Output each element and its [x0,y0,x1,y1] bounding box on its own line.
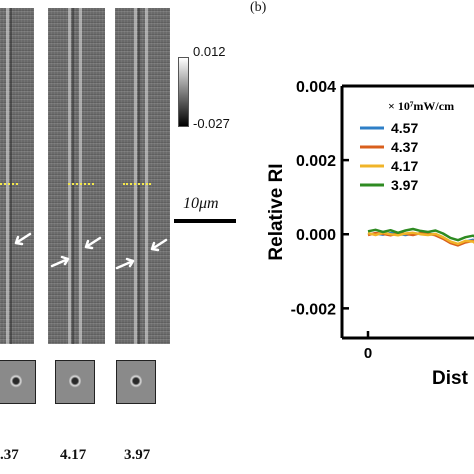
arrow-icon [115,257,135,270]
legend-entry: 4.57 [391,120,418,136]
relative-ri-chart: 0.004 0.002 0.000 -0.002 0 Relative RI Dist × 1… [266,79,474,389]
y-tick-label: 0.000 [296,227,336,244]
yellow-dotted-marker [68,183,94,185]
y-tick-label: -0.002 [291,301,336,318]
intensity-label: 3.97 [124,447,151,463]
waveguide-edge [72,8,74,344]
image-strip-1 [0,8,34,344]
image-strip-3 [115,8,170,344]
intensity-label: .37 [0,447,19,463]
cross-section-spot [10,374,22,388]
cross-section-thumbnail [0,360,36,404]
arrow-icon [14,232,32,246]
scale-bar [174,219,236,223]
strip-texture [115,8,170,344]
cross-section-thumbnail [116,360,156,404]
arrow-icon [50,255,70,268]
strip-texture [48,8,105,344]
image-strip-2 [48,8,105,344]
arrow-icon [84,236,102,250]
series-line-4.17 [367,231,474,246]
legend-entry: 4.37 [391,139,418,155]
waveguide-edge [10,8,12,344]
series-line-4.37 [367,231,474,247]
strip-texture [0,8,34,344]
y-tick-label: 0.002 [296,153,336,170]
x-tick-label: 0 [364,345,372,362]
cross-section-thumbnail [55,360,95,404]
y-axis-title: Relative RI [266,163,287,260]
y-tick-label: 0.004 [296,79,336,96]
yellow-dotted-marker [0,183,18,185]
yellow-dotted-marker [123,183,151,185]
cross-section-spot [69,374,81,388]
colorbar-min-label: -0.027 [193,116,230,131]
waveguide-edge [138,8,140,344]
arrow-icon [150,238,168,252]
scale-bar-label: 10μm [183,195,219,212]
cross-section-spot [130,374,142,388]
legend-entry: 4.17 [391,158,418,174]
legend-title: × 10⁷mW/cm [388,99,454,113]
waveguide-line [79,8,82,344]
panel-b-label: (b) [250,0,267,15]
series-line-3.97 [367,227,474,242]
waveguide-line [6,8,9,344]
waveguide-line [145,8,148,344]
colorbar-max-label: 0.012 [193,44,226,59]
waveguide-line [134,8,137,344]
x-axis-title: Dist [432,368,469,389]
legend-entry: 3.97 [391,177,418,193]
colorbar [178,57,189,127]
intensity-label: 4.17 [60,447,87,463]
waveguide-line [68,8,71,344]
